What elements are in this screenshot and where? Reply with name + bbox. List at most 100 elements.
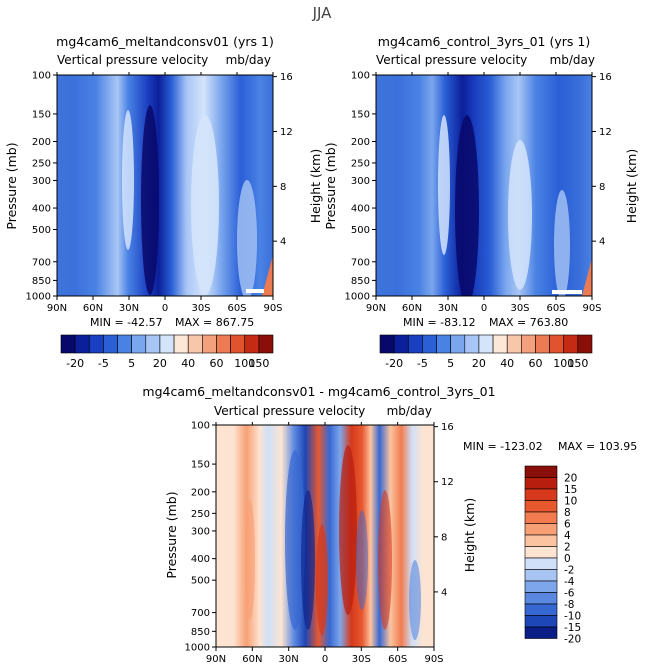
- panel-2-colorbar-swatch: [379, 334, 395, 354]
- panel-3-colorbar-label: 8: [564, 507, 571, 519]
- panel-3-ytick-label: 400: [191, 554, 210, 565]
- panel-2-colorbar-label: -5: [417, 357, 428, 370]
- panel-3-colorbar-label: -20: [564, 634, 581, 646]
- panel-1-ytick-label: 400: [32, 204, 51, 215]
- panel-3-ylabel: Pressure (mb): [164, 491, 179, 578]
- panel-3-xtick-label: 60S: [388, 654, 407, 665]
- panel-2-ytick-label: 850: [351, 276, 370, 287]
- panel-1-colorbar-label: 60: [209, 357, 223, 370]
- panel-1-max-label: MAX = 867.75: [175, 316, 254, 329]
- panel-1-ytick-label: 700: [32, 257, 51, 268]
- panel-3-colorbar-swatch: [524, 500, 558, 513]
- panel-1-colorbar-swatch: [117, 334, 132, 354]
- panel-3-colorbar-swatch: [524, 569, 558, 582]
- panel-1-colorbar-swatch: [202, 334, 217, 354]
- panel-2-colorbar-swatch: [464, 334, 480, 354]
- panel-1-y2tick-label: 4: [280, 237, 286, 248]
- panel-2-subtitle-right: mb/day: [550, 53, 595, 67]
- panel-3-colorbar-swatch: [524, 488, 558, 501]
- panel-2-xtick-label: 60N: [402, 303, 422, 314]
- panel-1-ytick-label: 250: [32, 158, 51, 169]
- panel-2-field: [376, 75, 592, 296]
- panel-2-xtick-label: 90N: [366, 303, 386, 314]
- panel-3-colorbar-label: 20: [564, 473, 577, 485]
- panel-2-xtick-label: 0: [481, 303, 487, 314]
- panel-2-colorbar-label: -20: [385, 357, 403, 370]
- panel-1-colorbar-swatch: [258, 334, 274, 354]
- panel-2-colorbar-swatch: [450, 334, 466, 354]
- panel-2-subtitle-left: Vertical pressure velocity: [376, 53, 527, 67]
- panel-2-ytick-label: 250: [351, 158, 370, 169]
- panel-3-y2tick-label: 16: [441, 422, 454, 433]
- panel-3-y2tick-label: 12: [441, 477, 454, 488]
- panel-2-y2tick-label: 16: [599, 72, 612, 83]
- panel-1: mg4cam6_meltandconsv01 (yrs 1) Vertical …: [4, 34, 323, 370]
- panel-2-ytick-label: 400: [351, 204, 370, 215]
- panel-2-ytick-label: 200: [351, 137, 370, 148]
- panel-1-field: [57, 75, 273, 296]
- panel-1-colorbar-swatch: [187, 334, 203, 354]
- panel-3-ytick-label: 100: [191, 421, 210, 432]
- panel-1-colorbar-swatch: [159, 334, 175, 354]
- panel-2-colorbar-swatch: [577, 334, 593, 354]
- panel-2-ytick-label: 300: [351, 176, 370, 187]
- panel-2-colorbar-swatch: [521, 334, 536, 354]
- panel-2-colorbar-label: 20: [472, 357, 486, 370]
- panel-1-colorbar-label: 150: [248, 357, 269, 370]
- panel-2-ytick-label: 1000: [345, 292, 370, 303]
- panel-1-title: mg4cam6_meltandconsv01 (yrs 1): [56, 34, 274, 49]
- panel-2-ytick-label: 500: [351, 225, 370, 236]
- panel-1-ylabel: Pressure (mb): [4, 142, 19, 229]
- panel-1-y2tick-label: 8: [280, 182, 286, 193]
- figure-title: JJA: [312, 4, 333, 22]
- panel-2-axes: 90N 60N 30N 0 30S 60S 90S 100 150 200 250 300 400 500…: [345, 71, 612, 315]
- panel-2-colorbar-swatch: [535, 334, 550, 354]
- panel-2-xtick-label: 90S: [582, 303, 601, 314]
- panel-2-y2tick-label: 8: [599, 182, 605, 193]
- panel-1-axes: 90N 60N 30N 0 30S 60S 90S 100 150 200 250 300 400 500…: [26, 71, 293, 315]
- panel-3-y2tick-label: 4: [441, 587, 447, 598]
- panel-3-colorbar-label: -2: [564, 565, 574, 577]
- panel-1-colorbar-label: 20: [153, 357, 167, 370]
- panel-3-xtick-label: 30S: [352, 654, 371, 665]
- panel-1-xtick-label: 30N: [119, 303, 139, 314]
- panel-2-colorbar-swatch: [422, 334, 437, 354]
- panel-2-ylabel-right: Height (km): [624, 149, 639, 223]
- panel-3-subtitle-right: mb/day: [387, 404, 432, 418]
- panel-1-colorbar-swatch: [173, 334, 189, 354]
- panel-3-ytick-label: 700: [191, 608, 210, 619]
- panel-1-ytick-label: 200: [32, 137, 51, 148]
- panel-2-min-label: MIN = -83.12: [403, 316, 476, 329]
- panel-3-xtick-label: 0: [322, 654, 328, 665]
- panel-3-colorbar-label: 10: [564, 496, 577, 508]
- panel-3-colorbar-label: -10: [564, 611, 581, 623]
- panel-3-xtick-label: 90N: [206, 654, 226, 665]
- panel-2-max-label: MAX = 763.80: [489, 316, 568, 329]
- panel-1-colorbar-swatch: [145, 334, 161, 354]
- panel-1-ytick-label: 1000: [26, 292, 51, 303]
- panel-1-colorbar-swatch: [244, 334, 260, 354]
- panel-1-subtitle-left: Vertical pressure velocity: [57, 53, 208, 67]
- panel-1-ytick-label: 150: [32, 109, 51, 120]
- panel-1-xtick-label: 30S: [191, 303, 210, 314]
- panel-3-colorbar-swatch: [524, 626, 558, 639]
- panel-1-ytick-label: 500: [32, 225, 51, 236]
- panel-3-colorbar-swatch: [524, 523, 558, 536]
- panel-3-colorbar-swatch: [524, 534, 558, 547]
- panel-1-y2tick-label: 12: [280, 127, 293, 138]
- panel-2-colorbar-swatch: [549, 334, 565, 354]
- panel-3-colorbar-swatch: [524, 603, 558, 616]
- panel-1-colorbar-swatch: [103, 334, 118, 354]
- panel-1-colorbar-swatch: [230, 334, 246, 354]
- panel-2-y2tick-label: 4: [599, 237, 605, 248]
- panel-3-title: mg4cam6_meltandconsv01 - mg4cam6_control…: [142, 384, 495, 399]
- panel-2-ytick-label: 700: [351, 257, 370, 268]
- panel-3-colorbar-label: 0: [564, 553, 571, 565]
- panel-3-ytick-label: 300: [191, 526, 210, 537]
- panel-2-xtick-label: 30S: [510, 303, 529, 314]
- panel-2-ylabel: Pressure (mb): [323, 142, 338, 229]
- panel-3-ytick-label: 1000: [185, 643, 210, 654]
- panel-3-y2tick-label: 8: [441, 532, 447, 543]
- panel-2-ytick-label: 150: [351, 109, 370, 120]
